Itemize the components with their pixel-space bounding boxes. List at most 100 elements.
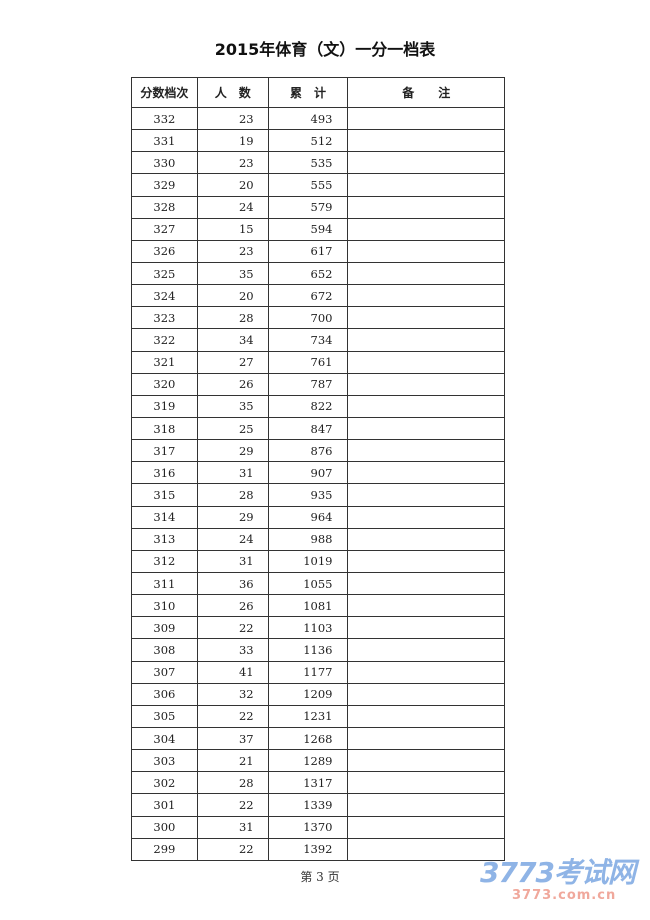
table-row: 308 33 1136: [131, 638, 505, 662]
count-cell: 19: [196, 129, 269, 153]
score-cell: 302: [131, 771, 198, 795]
table-row: 306 32 1209: [131, 682, 505, 706]
table-row: 300 31 1370: [131, 815, 505, 839]
remarks-cell: [347, 749, 505, 773]
cumulative-cell: 988: [267, 527, 349, 551]
count-cell: 31: [196, 549, 269, 573]
score-cell: 332: [131, 106, 198, 131]
table-row: 307 41 1177: [131, 660, 505, 684]
remarks-cell: [347, 660, 505, 684]
cumulative-cell: 907: [267, 461, 349, 485]
score-cell: 299: [131, 837, 198, 861]
count-cell: 26: [196, 372, 269, 396]
table-row: 328 24 579: [131, 195, 505, 219]
score-cell: 300: [131, 815, 198, 839]
score-cell: 316: [131, 461, 198, 485]
cumulative-cell: 594: [267, 217, 349, 241]
count-cell: 31: [196, 815, 269, 839]
remarks-cell: [347, 461, 505, 485]
count-cell: 34: [196, 328, 269, 352]
remarks-cell: [347, 394, 505, 418]
remarks-cell: [347, 682, 505, 706]
table-row: 311 36 1055: [131, 571, 505, 596]
remarks-cell: [347, 837, 505, 861]
table-row: 303 21 1289: [131, 749, 505, 773]
remarks-cell: [347, 483, 505, 507]
table-row: 319 35 822: [131, 394, 505, 418]
count-cell: 36: [196, 571, 269, 596]
score-table: 分数档次 人 数 累 计 备 注 332 23 493 331 19 512 330 23 53…: [131, 77, 505, 861]
table-row: 312 31 1019: [131, 549, 505, 573]
score-cell: 320: [131, 372, 198, 396]
cumulative-cell: 579: [267, 195, 349, 219]
count-cell: 32: [196, 682, 269, 706]
page-number: 第 3 页: [300, 870, 340, 884]
cumulative-cell: 493: [267, 106, 349, 131]
cumulative-cell: 734: [267, 328, 349, 352]
table-row: 331 19 512: [131, 129, 505, 153]
score-cell: 322: [131, 328, 198, 352]
cumulative-cell: 617: [267, 239, 349, 263]
cumulative-cell: 1231: [267, 704, 349, 728]
score-cell: 318: [131, 416, 198, 441]
count-cell: 37: [196, 726, 269, 751]
table-row: 314 29 964: [131, 505, 505, 529]
count-cell: 20: [196, 173, 269, 197]
count-cell: 22: [196, 616, 269, 640]
table-row: 327 15 594: [131, 217, 505, 241]
count-cell: 22: [196, 704, 269, 728]
table-row: 323 28 700: [131, 306, 505, 330]
cumulative-cell: 512: [267, 129, 349, 153]
score-cell: 327: [131, 217, 198, 241]
count-cell: 35: [196, 261, 269, 286]
cumulative-cell: 1177: [267, 660, 349, 684]
cumulative-cell: 1055: [267, 571, 349, 596]
remarks-cell: [347, 505, 505, 529]
table-row: 302 28 1317: [131, 771, 505, 795]
score-cell: 309: [131, 616, 198, 640]
table-row: 326 23 617: [131, 239, 505, 263]
score-cell: 308: [131, 638, 198, 662]
count-cell: 22: [196, 793, 269, 817]
remarks-cell: [347, 594, 505, 618]
score-cell: 311: [131, 571, 198, 596]
table-row: 317 29 876: [131, 439, 505, 463]
cumulative-cell: 1136: [267, 638, 349, 662]
remarks-cell: [347, 217, 505, 241]
cumulative-cell: 1289: [267, 749, 349, 773]
remarks-cell: [347, 129, 505, 153]
score-cell: 331: [131, 129, 198, 153]
count-cell: 23: [196, 106, 269, 131]
count-cell: 20: [196, 284, 269, 308]
header-remarks: 备 注: [347, 77, 505, 108]
score-cell: 301: [131, 793, 198, 817]
cumulative-cell: 652: [267, 261, 349, 286]
cumulative-cell: 964: [267, 505, 349, 529]
cumulative-cell: 1019: [267, 549, 349, 573]
count-cell: 25: [196, 416, 269, 441]
cumulative-cell: 1209: [267, 682, 349, 706]
remarks-cell: [347, 328, 505, 352]
table-header-row: 分数档次 人 数 累 计 备 注: [131, 77, 505, 108]
remarks-cell: [347, 239, 505, 263]
remarks-cell: [347, 726, 505, 751]
cumulative-cell: 761: [267, 350, 349, 374]
table-row: 313 24 988: [131, 527, 505, 551]
header-cumulative: 累 计: [267, 77, 349, 108]
score-cell: 323: [131, 306, 198, 330]
watermark-url: 3773.com.cn: [512, 888, 617, 903]
table-row: 329 20 555: [131, 173, 505, 197]
score-cell: 312: [131, 549, 198, 573]
remarks-cell: [347, 616, 505, 640]
cumulative-cell: 1339: [267, 793, 349, 817]
remarks-cell: [347, 704, 505, 728]
table-row: 332 23 493: [131, 106, 505, 131]
score-cell: 319: [131, 394, 198, 418]
remarks-cell: [347, 549, 505, 573]
count-cell: 28: [196, 771, 269, 795]
cumulative-cell: 935: [267, 483, 349, 507]
remarks-cell: [347, 106, 505, 131]
score-cell: 303: [131, 749, 198, 773]
score-cell: 306: [131, 682, 198, 706]
remarks-cell: [347, 261, 505, 286]
